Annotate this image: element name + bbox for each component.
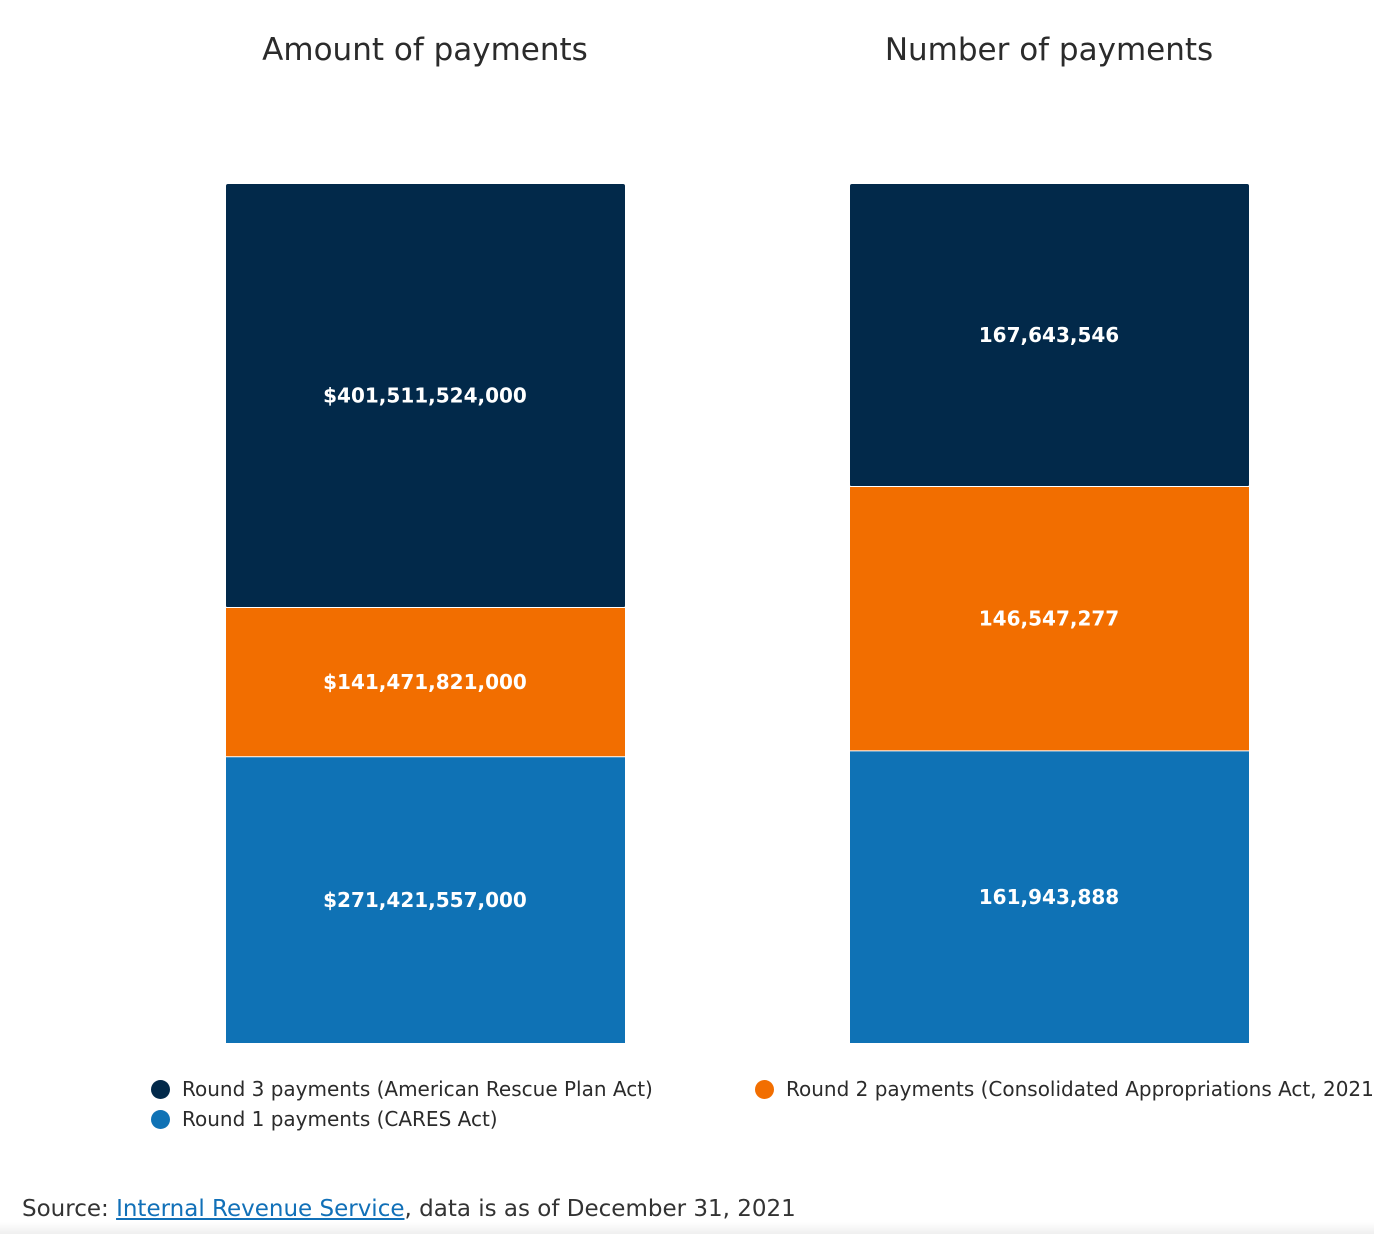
legend-item-round2[interactable]: Round 2 payments (Consolidated Appropria…: [755, 1074, 1374, 1104]
source-link[interactable]: Internal Revenue Service: [116, 1196, 405, 1222]
chart-title-number-of-payments: Number of payments: [885, 32, 1213, 68]
footer-fade: [0, 1222, 1374, 1234]
legend-left: Round 3 payments (American Rescue Plan A…: [151, 1074, 653, 1134]
legend-item-round1[interactable]: Round 1 payments (CARES Act): [151, 1104, 653, 1134]
legend-dot-round2-icon: [755, 1079, 774, 1099]
legend-label-round3: Round 3 payments (American Rescue Plan A…: [182, 1077, 653, 1101]
legend-right: Round 2 payments (Consolidated Appropria…: [755, 1074, 1374, 1104]
chart-title-amount-of-payments: Amount of payments: [262, 32, 588, 68]
source-prefix: Source:: [22, 1196, 117, 1222]
bar-segment-amount-of-payments-round2[interactable]: [226, 607, 625, 757]
data-label-number-of-payments-round3: 167,643,546: [979, 323, 1119, 347]
bar-segment-amount-of-payments-round1[interactable]: [226, 756, 625, 1043]
data-label-number-of-payments-round1: 161,943,888: [979, 885, 1119, 909]
source-suffix: , data is as of December 31, 2021: [404, 1196, 796, 1222]
legend-item-round3[interactable]: Round 3 payments (American Rescue Plan A…: [151, 1074, 653, 1104]
legend-label-round1: Round 1 payments (CARES Act): [182, 1107, 498, 1131]
legend-dot-round3-icon: [151, 1079, 170, 1099]
bar-segment-number-of-payments-round1[interactable]: [850, 750, 1249, 1043]
data-label-number-of-payments-round2: 146,547,277: [979, 607, 1119, 631]
data-label-amount-of-payments-round3: $401,511,524,000: [323, 384, 527, 408]
stacked-bar-charts: Amount of payments $271,421,557,000 $141,4…: [226, 32, 1249, 1043]
bar-segment-number-of-payments-round3[interactable]: [850, 184, 1249, 487]
bar-segment-number-of-payments-round2[interactable]: [850, 486, 1249, 751]
data-label-amount-of-payments-round1: $271,421,557,000: [323, 888, 527, 912]
source-note: Source: Internal Revenue Service, data i…: [22, 1196, 796, 1222]
legend-label-round2: Round 2 payments (Consolidated Appropria…: [786, 1077, 1374, 1101]
bar-segment-amount-of-payments-round3[interactable]: [226, 184, 625, 608]
legend-dot-round1-icon: [151, 1109, 170, 1129]
data-label-amount-of-payments-round2: $141,471,821,000: [323, 670, 527, 694]
